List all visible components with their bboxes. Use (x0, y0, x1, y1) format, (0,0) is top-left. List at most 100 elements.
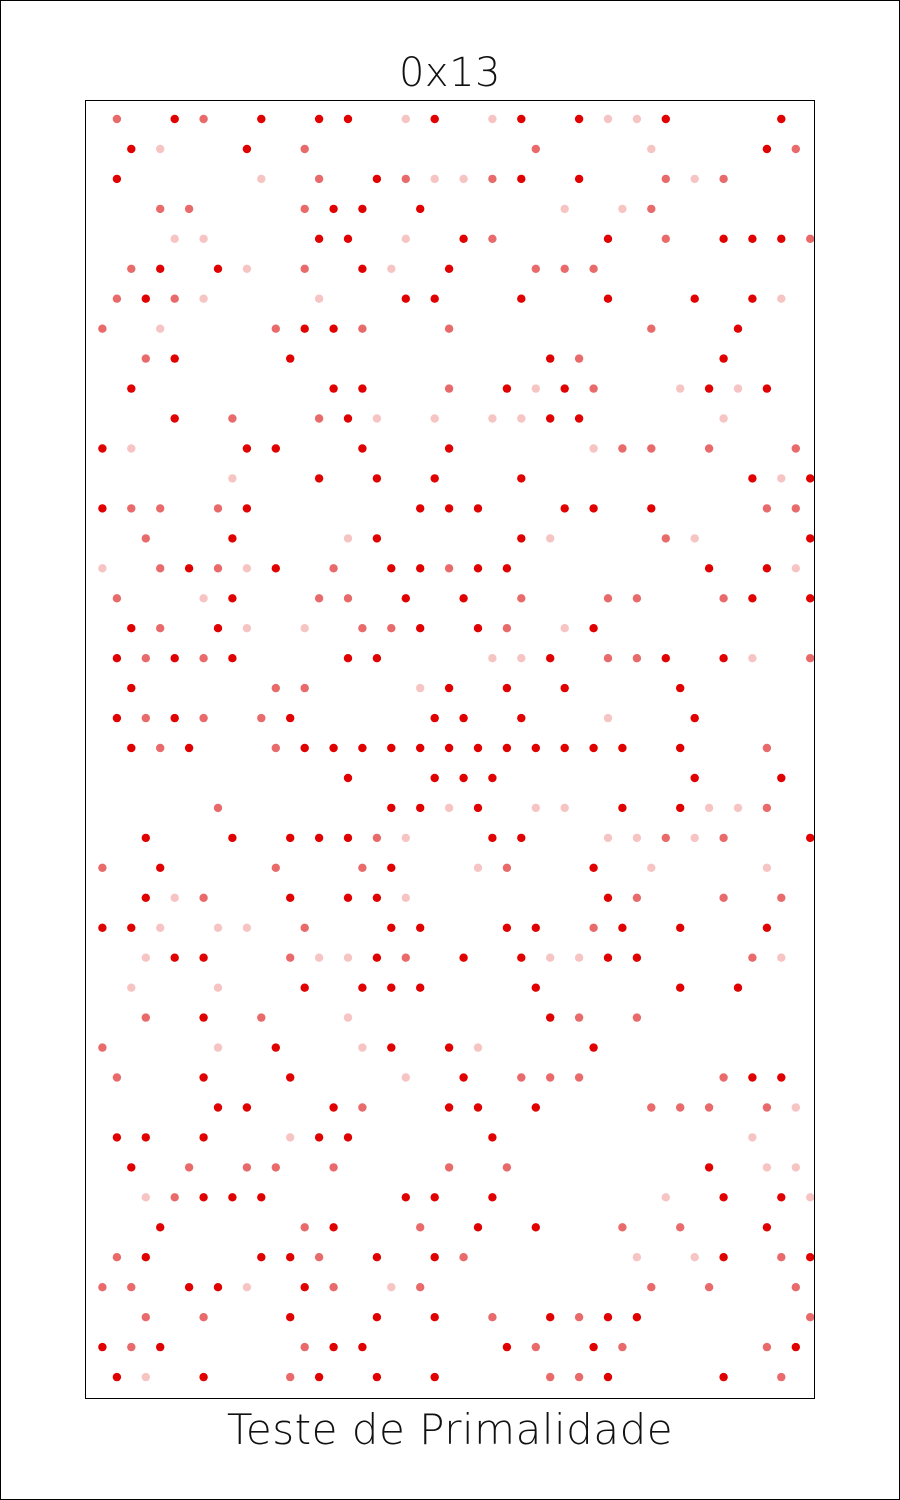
primality-dot (748, 234, 757, 243)
primality-dot (488, 833, 497, 843)
primality-dot (314, 174, 324, 184)
primality-dot (676, 1103, 685, 1112)
primality-dot (300, 683, 309, 693)
primality-dot (719, 1372, 728, 1382)
primality-dot (676, 803, 685, 813)
primality-dot (141, 654, 150, 663)
primality-dot (574, 1313, 584, 1322)
primality-dot (184, 743, 194, 753)
primality-dot (531, 923, 540, 932)
primality-dot (286, 1313, 295, 1322)
primality-dot (170, 114, 179, 124)
primality-dot (416, 743, 425, 753)
primality-dot (242, 1103, 252, 1112)
primality-dot (560, 504, 569, 513)
primality-dot (314, 1133, 324, 1142)
primality-dot (517, 1073, 526, 1082)
primality-dot (416, 504, 425, 513)
primality-dot (199, 594, 208, 603)
primality-dot (358, 863, 367, 872)
primality-dot (257, 1253, 266, 1262)
primality-dot (517, 654, 526, 663)
primality-dot (589, 743, 598, 753)
primality-dot (358, 983, 367, 992)
primality-dot (98, 863, 107, 872)
primality-dot (358, 624, 367, 633)
primality-dot (517, 534, 526, 543)
primality-dot (430, 474, 439, 483)
primality-dot (372, 414, 382, 423)
primality-dot (329, 384, 338, 393)
primality-dot (358, 324, 367, 333)
primality-dot (690, 713, 699, 723)
primality-dot (473, 624, 483, 633)
primality-dot (618, 803, 627, 813)
primality-dot (358, 264, 367, 273)
primality-dot (286, 354, 295, 363)
page-title: 0x13 (398, 50, 502, 96)
primality-dot (719, 1073, 728, 1082)
primality-dot (589, 624, 598, 633)
primality-dot (199, 234, 208, 243)
primality-dot (546, 1073, 555, 1082)
primality-dot (618, 923, 627, 932)
primality-dot (661, 114, 670, 124)
primality-dot (98, 1043, 107, 1052)
primality-dot (473, 743, 483, 753)
primality-dot (546, 414, 555, 423)
primality-dot (690, 294, 699, 303)
primality-dot (546, 953, 555, 962)
primality-dot (762, 1223, 772, 1232)
primality-dot (459, 1073, 468, 1082)
primality-dot (473, 1223, 483, 1232)
primality-dot (647, 204, 656, 214)
primality-dot (517, 114, 526, 124)
primality-dot (242, 144, 252, 154)
primality-dot (286, 893, 295, 902)
primality-dot (502, 1163, 512, 1172)
primality-dot (531, 1223, 540, 1232)
primality-dot (199, 654, 208, 663)
primality-dot (502, 683, 512, 693)
primality-dot (430, 114, 439, 124)
primality-dot (286, 1133, 295, 1142)
primality-dot (473, 504, 483, 513)
primality-dot (444, 444, 454, 453)
primality-dot (560, 683, 569, 693)
primality-dot (603, 953, 613, 962)
primality-dot (184, 1283, 194, 1292)
primality-dot (618, 204, 627, 214)
primality-dot (574, 1013, 584, 1022)
primality-dot (199, 1193, 208, 1202)
primality-dot (314, 474, 324, 483)
plot-caption: Teste de Primalidade (226, 1405, 674, 1454)
primality-dot (762, 144, 772, 154)
primality-dot (603, 234, 613, 243)
primality-dot (401, 174, 410, 184)
primality-dot (589, 1342, 598, 1352)
primality-dot (704, 564, 714, 573)
primality-dot (170, 953, 179, 962)
primality-dot (199, 1372, 208, 1382)
primality-dot (127, 983, 136, 992)
primality-dot (806, 594, 814, 603)
primality-dot (257, 1013, 266, 1022)
primality-dot (719, 594, 728, 603)
primality-dot (98, 1283, 107, 1292)
primality-dot (777, 1253, 786, 1262)
primality-dot (343, 833, 353, 843)
primality-dot (271, 1163, 280, 1172)
primality-dot (430, 1372, 439, 1382)
primality-dot (777, 1073, 786, 1082)
primality-dot (387, 983, 396, 992)
primality-dot (98, 504, 107, 513)
primality-dot (141, 1133, 150, 1142)
dot-pattern-canvas (98, 114, 814, 1382)
primality-dot (574, 354, 584, 363)
primality-dot (141, 893, 150, 902)
primality-dot (300, 923, 309, 932)
primality-dot (286, 1372, 295, 1382)
primality-dot (156, 743, 165, 753)
primality-dot (473, 803, 483, 813)
primality-dot (430, 174, 439, 184)
